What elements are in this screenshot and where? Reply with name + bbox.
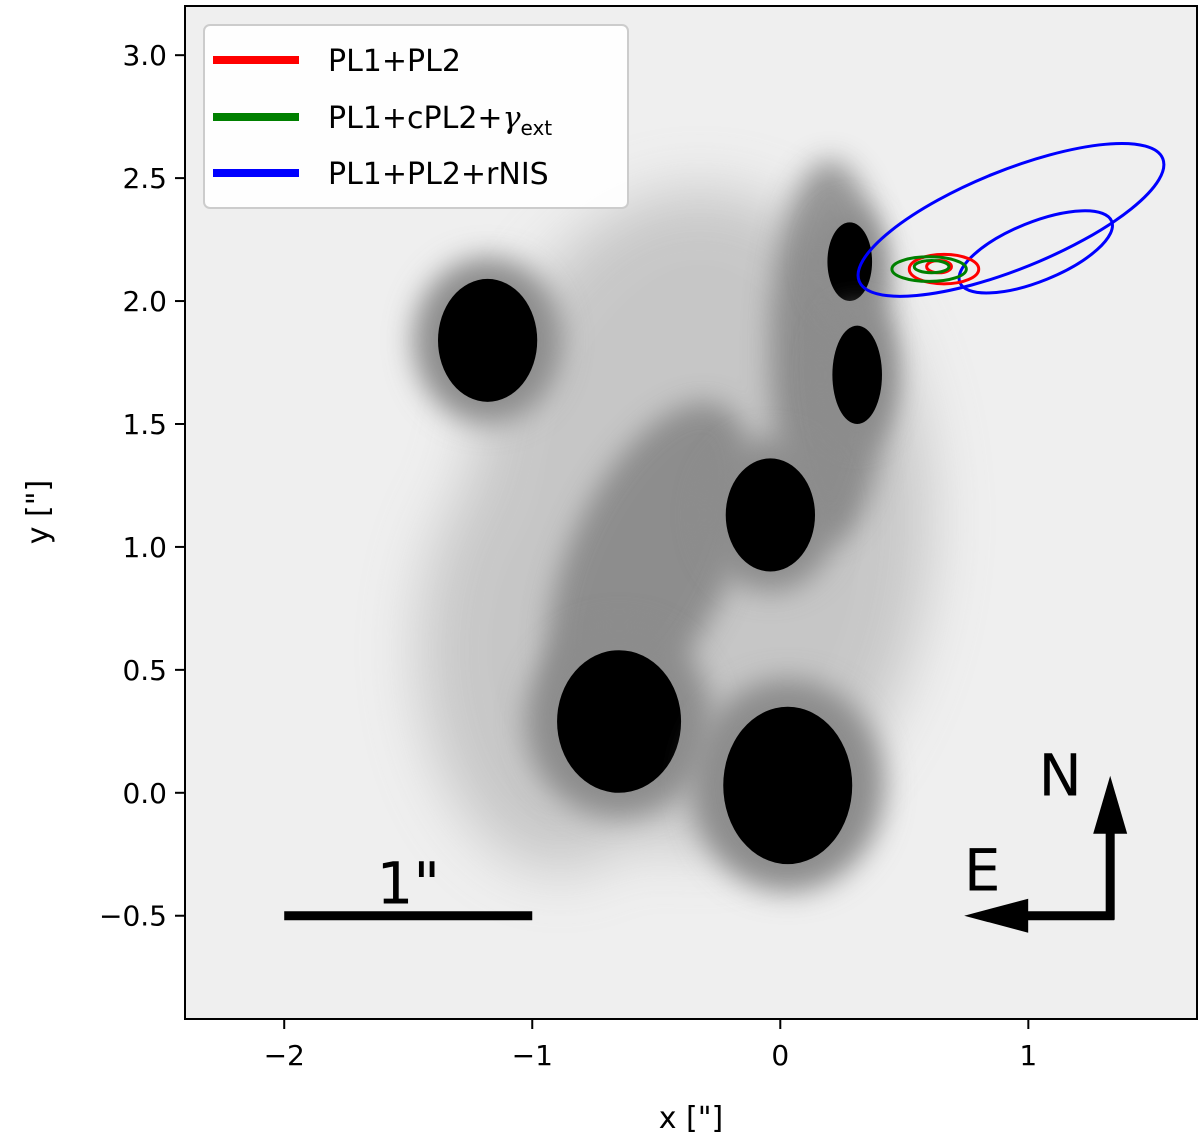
y-tick-label: 1.0 xyxy=(122,531,167,564)
posterior-contours xyxy=(856,141,1166,298)
image-C-core xyxy=(832,325,882,424)
image-B xyxy=(816,208,884,315)
image-A xyxy=(413,257,563,424)
contour-4 xyxy=(890,255,968,283)
plot-frame xyxy=(184,5,1198,1020)
y-tick-label: 1.5 xyxy=(122,408,167,441)
y-tick-label: 0.5 xyxy=(122,654,167,687)
compass-north-arrowhead xyxy=(1093,775,1128,834)
x-axis-label: x ["] xyxy=(659,1101,724,1136)
image-D xyxy=(703,438,838,592)
image-D-core xyxy=(725,458,816,572)
x-tick-label: −1 xyxy=(512,1039,553,1072)
image-F xyxy=(691,679,885,892)
legend-box xyxy=(203,24,629,209)
x-axis-ticks: −2 −1 0 1 xyxy=(264,1019,1037,1072)
y-axis-label: y ["] xyxy=(21,480,56,545)
y-tick-label: 2.0 xyxy=(122,285,167,318)
legend-label-pl1-cpl2-gext: PL1+cPL2+γext xyxy=(328,101,552,140)
contour-5 xyxy=(912,258,951,275)
y-tick-label: 2.5 xyxy=(122,162,167,195)
image-B-core xyxy=(827,222,873,302)
x-tick-label: 0 xyxy=(771,1039,789,1072)
legend-label-pl1-pl2-rnis: PL1+PL2+rNIS xyxy=(328,157,549,192)
legend: PL1+PL2 PL1+cPL2+γext PL1+PL2+rNIS xyxy=(203,24,629,209)
image-F-core xyxy=(723,706,853,865)
legend-label-main: PL1+cPL2+ xyxy=(328,101,503,136)
compass-east-arrowhead xyxy=(964,898,1029,933)
x-tick-label: −2 xyxy=(264,1039,305,1072)
compass-north-label: N xyxy=(1038,742,1081,810)
image-A-core xyxy=(438,278,538,402)
image-E xyxy=(526,625,713,818)
y-axis-ticks: 3.0 2.5 2.0 1.5 1.0 0.5 0.0 −0.5 xyxy=(99,39,185,933)
contour-2 xyxy=(907,252,981,286)
x-tick-label: 1 xyxy=(1019,1039,1037,1072)
contour-0 xyxy=(856,141,1166,298)
scale-bar-label: 1" xyxy=(376,850,440,918)
y-tick-label: 3.0 xyxy=(122,39,167,72)
image-C xyxy=(819,308,895,442)
legend-label-pl1-pl2: PL1+PL2 xyxy=(328,44,461,79)
image-E-core xyxy=(557,650,682,793)
y-tick-label: −0.5 xyxy=(99,900,167,933)
compass: N E xyxy=(964,742,1128,933)
y-tick-label: 0.0 xyxy=(122,777,167,810)
scale-bar: 1" xyxy=(284,850,533,921)
legend-label-gamma: γ xyxy=(503,101,521,136)
legend-label-subscript: ext xyxy=(521,116,553,140)
compass-east-label: E xyxy=(964,837,1001,905)
